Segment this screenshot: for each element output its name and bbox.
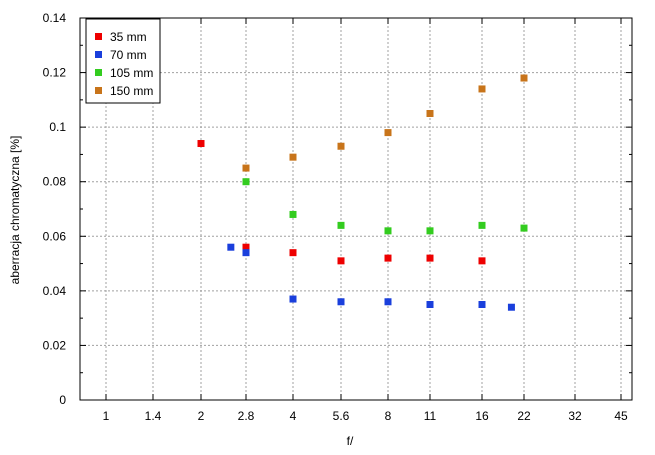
x-tick-label: 32 bbox=[568, 409, 582, 423]
x-tick-label: 5.6 bbox=[333, 409, 350, 423]
x-tick-label: 11 bbox=[424, 409, 437, 423]
data-point bbox=[384, 254, 392, 262]
data-point bbox=[426, 301, 434, 308]
data-point bbox=[384, 298, 392, 306]
y-tick-label: 0.14 bbox=[43, 11, 67, 25]
data-point bbox=[520, 224, 528, 232]
y-tick-label: 0.02 bbox=[43, 338, 67, 352]
x-tick-label: 2 bbox=[198, 409, 205, 423]
data-point bbox=[197, 140, 205, 148]
data-point bbox=[289, 210, 297, 218]
data-point bbox=[337, 142, 345, 150]
axes: 1 1.4 2 2.8 4 5.6 8 11 16 22 32 45 0 0.02 0.04 0.06 0.08… bbox=[43, 11, 633, 423]
data-point bbox=[426, 227, 434, 235]
data-point bbox=[242, 249, 250, 257]
data-point bbox=[337, 221, 345, 229]
legend-label: 35 mm bbox=[110, 30, 147, 44]
data-point bbox=[337, 257, 345, 265]
data-point bbox=[478, 85, 486, 93]
data-point bbox=[289, 249, 297, 257]
legend-label: 150 mm bbox=[110, 84, 153, 98]
x-tick-label: 16 bbox=[475, 409, 489, 423]
legend-swatch bbox=[95, 69, 102, 76]
x-tick-label: 8 bbox=[385, 409, 392, 423]
x-tick-label: 22 bbox=[517, 409, 531, 423]
data-point bbox=[507, 303, 515, 311]
data-point bbox=[426, 110, 434, 117]
y-tick-label: 0.12 bbox=[43, 66, 67, 80]
x-tick-label: 2.8 bbox=[238, 409, 255, 423]
legend-swatch bbox=[95, 33, 102, 40]
y-tick-label: 0.1 bbox=[49, 120, 66, 134]
data-point bbox=[384, 129, 392, 137]
data-point bbox=[289, 295, 297, 303]
plot-frame bbox=[79, 17, 633, 401]
data-point bbox=[227, 243, 235, 251]
x-axis-label: f/ bbox=[347, 434, 354, 448]
x-tick-label: 4 bbox=[290, 409, 297, 423]
legend-swatch bbox=[95, 51, 102, 58]
y-tick-label: 0.04 bbox=[43, 284, 67, 298]
y-tick-label: 0.08 bbox=[43, 175, 67, 189]
data-point bbox=[384, 227, 392, 235]
x-tick-label: 1.4 bbox=[145, 409, 162, 423]
legend-label: 70 mm bbox=[110, 48, 147, 62]
y-axis-label: aberracja chromatyczna [%] bbox=[8, 136, 22, 285]
data-point bbox=[426, 254, 434, 262]
data-points bbox=[197, 74, 528, 311]
x-tick-label: 45 bbox=[614, 409, 628, 423]
data-point bbox=[242, 243, 250, 251]
x-tick-label: 1 bbox=[103, 409, 110, 423]
data-point bbox=[337, 298, 345, 306]
y-tick-label: 0.06 bbox=[43, 229, 67, 243]
data-point bbox=[478, 221, 486, 229]
legend-swatch bbox=[95, 87, 102, 94]
legend: 35 mm 70 mm 105 mm 150 mm bbox=[85, 18, 161, 104]
data-point bbox=[478, 301, 486, 308]
data-point bbox=[289, 153, 297, 161]
data-point bbox=[242, 178, 250, 186]
data-point bbox=[478, 257, 486, 265]
data-point bbox=[520, 74, 528, 82]
grid-lines bbox=[80, 17, 632, 401]
data-point bbox=[242, 164, 250, 172]
legend-label: 105 mm bbox=[110, 66, 153, 80]
y-tick-label: 0 bbox=[59, 393, 66, 407]
